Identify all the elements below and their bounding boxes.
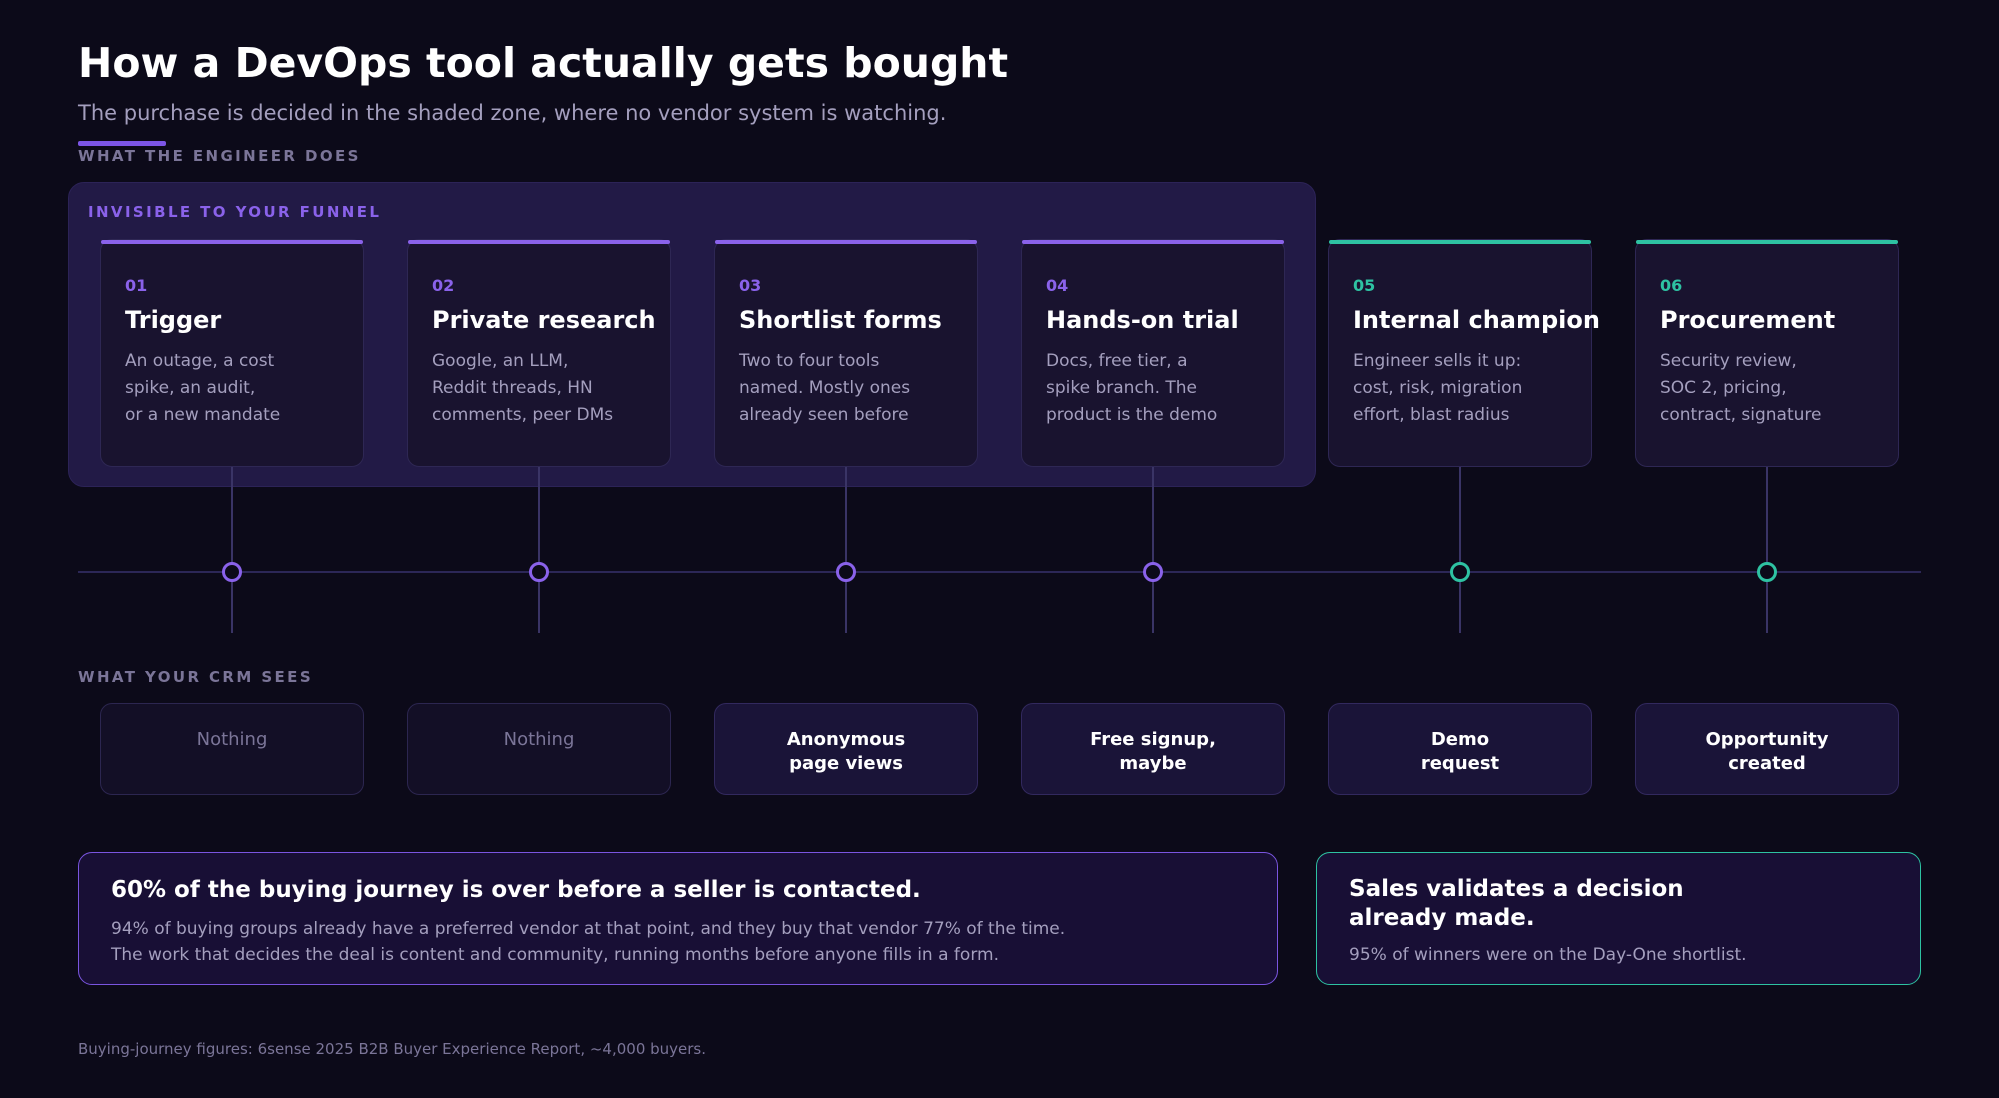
crm-signal-text: Nothing [503,729,575,750]
crm-signal-box: Nothing [407,703,671,795]
crm-signal-text: Anonymous [786,729,906,750]
callout-left-body-line1: 94% of buying groups already have a pref… [111,919,1066,939]
crm-signal-text: Nothing [196,729,268,750]
step-card: 03 Shortlist forms Two to four tools named.… [714,239,978,467]
step-description: Google, an LLM, Reddit threads, HN comment… [432,348,613,429]
timeline-node [1757,562,1777,582]
crm-signal-text: Free signup, [1090,729,1216,750]
callout-right-heading-line1: Sales validates a decision [1349,876,1684,902]
step-accent-line [101,240,363,244]
step-description-line: contract, signature [1660,405,1822,425]
step-description-line: already seen before [739,405,909,425]
step-number: 05 [1353,276,1376,295]
step-description-line: Two to four tools [739,351,880,371]
step-description-line: spike branch. The [1046,378,1197,398]
step-description-line: Security review, [1660,351,1797,371]
step-title: Procurement [1660,306,1836,334]
crm-signal-text: page views [789,753,903,774]
engineer-section-label: WHAT THE ENGINEER DOES [78,147,361,165]
crm-section-label: WHAT YOUR CRM SEES [78,668,314,686]
timeline-node [222,562,242,582]
step-description-line: An outage, a cost [125,351,275,371]
step-description-line: named. Mostly ones [739,378,911,398]
source-footnote: Buying-journey figures: 6sense 2025 B2B … [78,1040,707,1058]
step-description: Docs, free tier, a spike branch. The produ… [1046,348,1217,429]
step-accent-line [1022,240,1284,244]
step-number: 03 [739,276,762,295]
crm-signal-text: maybe [1119,753,1187,774]
timeline-node [529,562,549,582]
step-accent-line [1329,240,1591,244]
step-card: 05 Internal champion Engineer sells it up:… [1328,239,1600,467]
timeline-node [836,562,856,582]
step-title: Shortlist forms [739,306,942,334]
crm-signal-box: Opportunity created [1635,703,1899,795]
step-accent-line [408,240,670,244]
crm-signal-text: Demo [1430,729,1490,750]
step-description: Security review, SOC 2, pricing, contract,… [1660,348,1822,429]
step-connector [1152,467,1154,633]
step-description-line: Docs, free tier, a [1046,351,1188,371]
step-description: Engineer sells it up: cost, risk, migrati… [1353,348,1522,429]
step-title: Internal champion [1353,306,1600,334]
step-description-line: product is the demo [1046,405,1218,425]
step-connector [1459,467,1461,633]
timeline-axis [78,571,1921,573]
callout-right-heading-line2: already made. [1349,905,1535,931]
step-description-line: SOC 2, pricing, [1660,378,1787,398]
step-title: Trigger [125,306,222,334]
step-description-line: spike, an audit, [125,378,256,398]
step-number: 01 [125,276,148,295]
invisible-zone-label: INVISIBLE TO YOUR FUNNEL [88,203,382,221]
step-card: 02 Private research Google, an LLM, Reddit … [407,239,671,467]
step-description-line: effort, blast radius [1353,405,1510,425]
step-number: 06 [1660,276,1683,295]
callout-sales-validates: Sales validates a decision already made.… [1316,852,1921,985]
step-card: 01 Trigger An outage, a cost spike, an audi… [100,239,364,467]
page-title: How a DevOps tool actually gets bought [78,39,1009,87]
step-description-line: or a new mandate [125,405,281,425]
step-connector [538,467,540,633]
timeline-node [1450,562,1470,582]
callout-right-body: 95% of winners were on the Day-One short… [1349,945,1747,965]
crm-signal-box: Anonymous page views [714,703,978,795]
step-description-line: Engineer sells it up: [1353,351,1522,371]
crm-signal-text: created [1728,753,1806,774]
step-title: Private research [432,306,656,334]
page-subtitle: The purchase is decided in the shaded zo… [78,101,947,125]
step-connector [1766,467,1768,633]
step-description: An outage, a cost spike, an audit, or a ne… [125,348,280,429]
crm-signal-box: Demo request [1328,703,1592,795]
callout-left-body-line2: The work that decides the deal is conten… [111,945,999,965]
title-accent-bar [78,141,166,146]
crm-signal-text: Opportunity [1705,729,1829,750]
step-number: 02 [432,276,455,295]
step-accent-line [1636,240,1898,244]
callout-left-heading: 60% of the buying journey is over before… [111,877,921,903]
crm-signal-box: Nothing [100,703,364,795]
step-title: Hands-on trial [1046,306,1239,334]
step-connector [845,467,847,633]
crm-signal-box: Free signup, maybe [1021,703,1285,795]
step-accent-line [715,240,977,244]
step-description: Two to four tools named. Mostly ones alrea… [739,348,910,429]
step-description-line: comments, peer DMs [432,405,614,425]
step-connector [231,467,233,633]
step-description-line: Reddit threads, HN [432,378,593,398]
step-number: 04 [1046,276,1069,295]
timeline-node [1143,562,1163,582]
crm-signal-text: request [1420,753,1500,774]
step-description-line: cost, risk, migration [1353,378,1523,398]
step-description-line: Google, an LLM, [432,351,569,371]
step-card: 04 Hands-on trial Docs, free tier, a spike … [1021,239,1285,467]
step-card: 06 Procurement Security review, SOC 2, pric… [1635,239,1899,467]
callout-buying-journey: 60% of the buying journey is over before… [78,852,1278,985]
